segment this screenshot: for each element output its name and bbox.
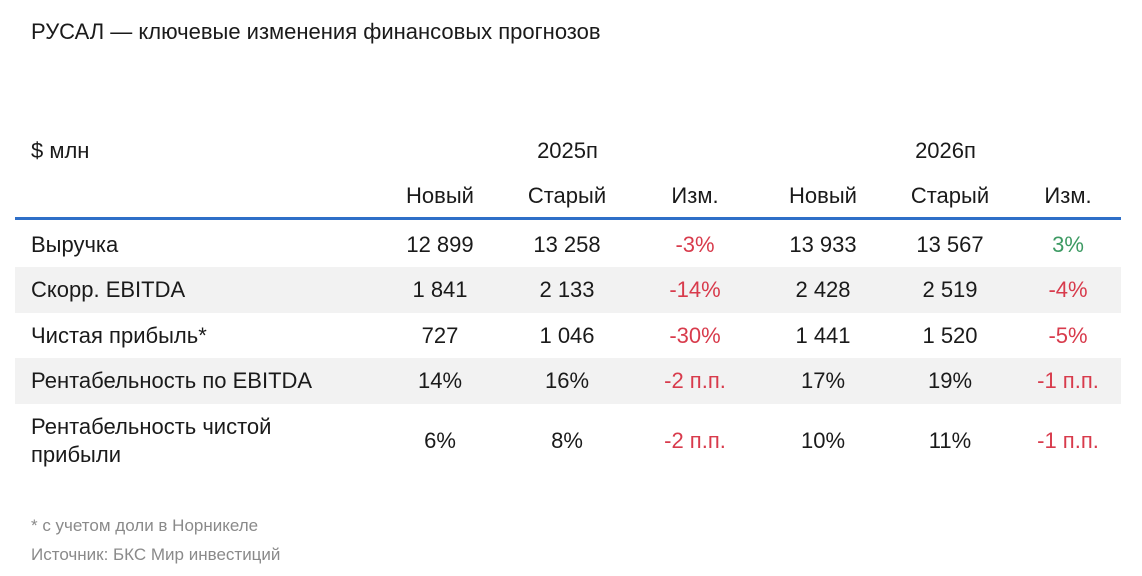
- cell-change-2025: -30%: [669, 322, 721, 348]
- col-header-new-2026: Новый: [789, 183, 857, 208]
- row-label: Чистая прибыль*: [31, 322, 207, 348]
- cell-change-2026: -1 п.п.: [1037, 428, 1099, 453]
- cell-old-2025: 2 133: [539, 277, 595, 302]
- table-row: Скорр. EBITDA 1 841 2 133 -14% 2 428 2 5…: [15, 267, 1121, 313]
- cell-change-2026: -5%: [1048, 322, 1088, 348]
- col-header-old-2026: Старый: [910, 183, 990, 208]
- header-divider: [15, 217, 1121, 220]
- cell-old-2025: 1 046: [539, 322, 595, 348]
- page-title: РУСАЛ — ключевые изменения финансовых пр…: [31, 19, 601, 44]
- source-note: Источник: БКС Мир инвестиций: [31, 545, 281, 564]
- row-label: Рентабельность чистой прибыли: [31, 414, 272, 467]
- table-row: Рентабельность чистой прибыли 6% 8% -2 п…: [15, 404, 1121, 478]
- table-group-header: $ млн 2025п 2026п: [15, 134, 1121, 168]
- cell-new-2025: 6%: [424, 428, 456, 453]
- cell-new-2026: 10%: [800, 428, 846, 453]
- unit-label: $ млн: [31, 138, 90, 163]
- row-label: Скорр. EBITDA: [31, 277, 186, 302]
- table-row: Чистая прибыль* 727 1 046 -30% 1 441 1 5…: [15, 313, 1121, 358]
- cell-old-2025: 13 258: [533, 231, 601, 257]
- cell-old-2026: 19%: [927, 368, 973, 393]
- cell-old-2026: 13 567: [916, 231, 984, 257]
- table-subheader: Новый Старый Изм. Новый Старый Изм.: [15, 180, 1121, 212]
- cell-new-2025: 12 899: [406, 231, 474, 257]
- table-row: Рентабельность по EBITDA 14% 16% -2 п.п.…: [15, 358, 1121, 404]
- row-label: Рентабельность по EBITDA: [31, 368, 313, 393]
- group-header-2025: 2025п: [537, 138, 598, 163]
- col-header-old-2025: Старый: [527, 183, 607, 208]
- col-header-change-2026: Изм.: [1044, 183, 1092, 208]
- cell-old-2025: 16%: [544, 368, 590, 393]
- cell-change-2026: 3%: [1052, 231, 1084, 257]
- cell-old-2026: 1 520: [922, 322, 978, 348]
- cell-new-2025: 1 841: [412, 277, 468, 302]
- cell-new-2025: 727: [421, 322, 459, 348]
- cell-old-2026: 11%: [928, 428, 972, 453]
- row-label: Выручка: [31, 231, 119, 257]
- cell-change-2025: -14%: [669, 277, 721, 302]
- group-header-2026: 2026п: [915, 138, 976, 163]
- cell-change-2025: -3%: [675, 231, 715, 257]
- cell-old-2026: 2 519: [922, 277, 978, 302]
- cell-change-2026: -4%: [1048, 277, 1088, 302]
- col-header-new-2025: Новый: [406, 183, 474, 208]
- table-row: Выручка 12 899 13 258 -3% 13 933 13 567 …: [15, 222, 1121, 267]
- cell-new-2026: 1 441: [795, 322, 851, 348]
- cell-change-2025: -2 п.п.: [664, 368, 726, 393]
- col-header-change-2025: Изм.: [671, 183, 719, 208]
- cell-change-2025: -2 п.п.: [664, 428, 726, 453]
- cell-new-2025: 14%: [417, 368, 463, 393]
- footnote: * с учетом доли в Норникеле: [31, 516, 259, 535]
- cell-new-2026: 17%: [800, 368, 846, 393]
- cell-new-2026: 13 933: [789, 231, 857, 257]
- cell-change-2026: -1 п.п.: [1037, 368, 1099, 393]
- cell-old-2025: 8%: [551, 428, 583, 453]
- cell-new-2026: 2 428: [795, 277, 851, 302]
